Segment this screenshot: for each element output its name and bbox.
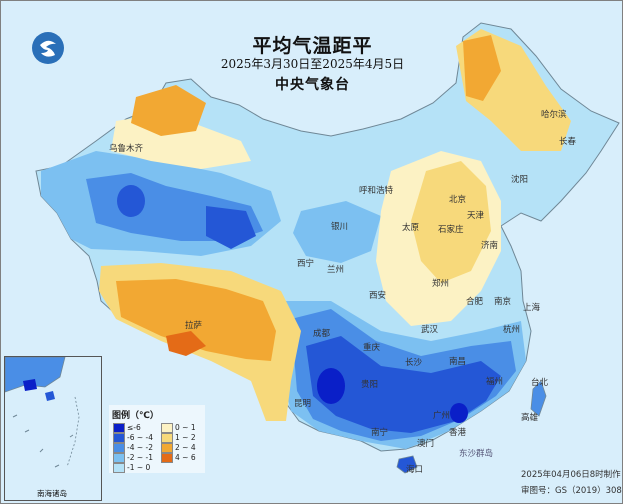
made-time: 2025年04月06日8时制作 [521,470,621,480]
legend-item: ≤-6 [113,423,159,433]
legend: 图例（℃） ≤-6 -6 ~ -4 -4 ~ -2 -2 ~ -1 -1 ~ 0 0 ~ … [109,405,205,473]
city-label: 台北 [531,378,549,388]
legend-swatch [161,453,173,463]
legend-label: 2 ~ 4 [175,443,196,452]
legend-item: 0 ~ 1 [161,423,207,433]
map-title: 平均气温距平 [252,35,373,57]
legend-swatch [113,433,125,443]
zone-hot-xinjiang [131,85,206,136]
city-label: 广州 [433,411,451,421]
city-label: 哈尔滨 [541,110,567,120]
city-label: 银川 [331,222,349,232]
city-label: 兰州 [327,265,345,275]
taiwan-island [530,380,547,417]
city-label: 西宁 [297,259,315,269]
city-label: 海口 [406,465,424,475]
city-label: 济南 [481,241,499,251]
city-label: 南宁 [371,428,389,438]
legend-item: 1 ~ 2 [161,433,207,443]
city-label: 沈阳 [511,175,529,185]
publisher: 中央气象台 [275,77,350,93]
city-label: 南昌 [449,357,467,367]
city-label: 澳门 [417,439,435,449]
city-label: 拉萨 [185,321,203,331]
legend-swatch [161,423,173,433]
legend-label: ≤-6 [127,423,141,432]
legend-item: -6 ~ -4 [113,433,159,443]
legend-swatch [113,423,125,433]
legend-swatch [113,463,125,473]
inset-caption: 南海诸岛 [37,489,67,498]
city-label: 合肥 [466,297,484,307]
hainan-island [396,455,418,474]
legend-label: 0 ~ 1 [175,423,196,432]
legend-title: 图例（℃） [112,411,159,421]
cma-logo [32,32,64,64]
city-label: 长沙 [405,358,423,368]
city-label: 成都 [313,329,331,339]
city-label: 上海 [523,303,541,313]
city-label: 乌鲁木齐 [109,144,144,154]
legend-swatch [161,443,173,453]
city-label: 郑州 [432,279,450,289]
zone-colder-blob [117,185,145,217]
city-label: 杭州 [503,325,521,335]
legend-item: -2 ~ -1 [113,453,159,463]
legend-swatch [161,433,173,443]
city-label: 福州 [486,377,504,387]
zone-warm-north [411,161,491,283]
south-sea-inset [4,356,102,501]
legend-swatch [113,453,125,463]
city-label: 石家庄 [438,225,464,235]
city-label: 武汉 [421,325,439,335]
approval-number: 审图号：GS（2019）3082号 [521,486,622,496]
city-label: 昆明 [294,399,312,409]
zone-cool-center [293,201,381,263]
city-label: 太原 [402,223,420,233]
city-label: 南京 [494,297,512,307]
city-label: 长春 [559,137,577,147]
legend-item: 4 ~ 6 [161,453,207,463]
city-label: 天津 [467,211,485,221]
city-label: 西安 [369,291,387,301]
place-label: 高雄 [521,413,539,423]
legend-label: -1 ~ 0 [127,463,151,472]
city-label: 重庆 [363,343,381,353]
legend-label: 1 ~ 2 [175,433,196,442]
zone-hot-tibet [116,279,276,361]
legend-label: -4 ~ -2 [127,443,154,452]
legend-label: -6 ~ -4 [127,433,154,442]
place-label: 东沙群岛 [459,449,494,459]
zone-hot-ne [463,35,501,101]
city-label: 贵阳 [361,380,379,390]
legend-label: -2 ~ -1 [127,453,154,462]
city-label: 呼和浩特 [359,186,394,196]
city-label: 香港 [449,428,467,438]
zone-coldest-1 [317,368,345,404]
city-label: 北京 [449,195,467,205]
legend-label: 4 ~ 6 [175,453,196,462]
map-subtitle: 2025年3月30日至2025年4月5日 [220,57,405,71]
legend-item: 2 ~ 4 [161,443,207,453]
legend-swatch [113,443,125,453]
legend-item: -4 ~ -2 [113,443,159,453]
zone-hottest [166,331,206,356]
zone-coldest-2 [450,403,468,423]
zone-colder-west [206,206,256,249]
legend-item: -1 ~ 0 [113,463,159,473]
